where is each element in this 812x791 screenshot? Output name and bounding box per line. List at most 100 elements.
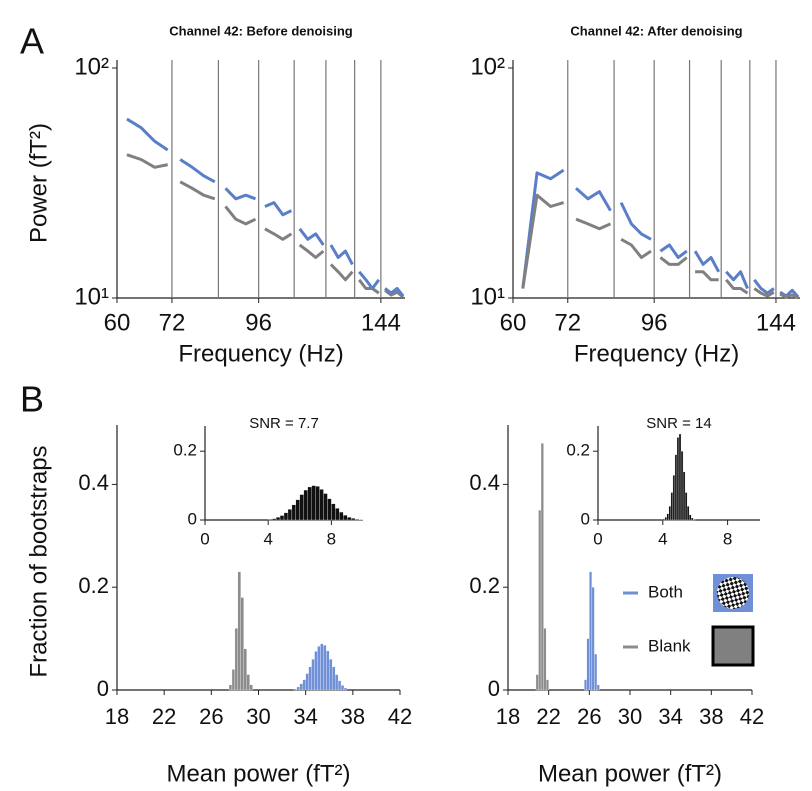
histogram-bar xyxy=(326,650,330,691)
histogram-bar xyxy=(331,503,336,521)
histogram-bar xyxy=(662,518,665,521)
histogram-bar xyxy=(295,499,300,521)
x-tick-label: 0 xyxy=(200,529,209,548)
icon-checker xyxy=(717,577,749,609)
histogram-bar xyxy=(320,643,324,691)
y-tick-label: 0.2 xyxy=(173,441,197,460)
histogram-bar xyxy=(293,688,297,691)
histogram-bar xyxy=(243,648,247,691)
y-tick-label: 0 xyxy=(97,676,109,701)
histogram-bar xyxy=(591,587,595,691)
histogram-bar xyxy=(678,433,682,521)
histogram-bar xyxy=(249,684,253,691)
x-axis-label: Mean power (fT²) xyxy=(166,760,350,787)
histogram-bar xyxy=(240,597,244,691)
histogram-bar xyxy=(545,679,549,691)
histogram-bar xyxy=(287,509,293,521)
y-tick-label: 0.2 xyxy=(78,573,109,598)
histogram-bar xyxy=(271,518,277,521)
x-tick-label: 8 xyxy=(327,529,336,548)
y-tick-label: 10² xyxy=(470,53,505,80)
histogram-bar xyxy=(246,674,250,691)
histogram-bar xyxy=(315,486,320,521)
histogram-bar xyxy=(680,451,684,521)
histogram-bar xyxy=(228,684,233,691)
histogram-bar xyxy=(688,514,692,521)
histogram-bar xyxy=(347,517,352,521)
x-tick-label: 22 xyxy=(152,704,176,729)
histogram-bar xyxy=(291,504,296,521)
histogram-bar xyxy=(589,571,593,691)
y-tick-label: 0 xyxy=(488,676,500,701)
histogram-bar xyxy=(311,485,316,521)
histogram-bar xyxy=(327,498,332,521)
histogram-bar xyxy=(586,638,590,691)
x-tick-label: 26 xyxy=(577,704,601,729)
histogram-bar xyxy=(684,492,688,521)
histogram-bar xyxy=(311,659,315,691)
histogram-bar xyxy=(343,687,348,691)
histogram-bar xyxy=(299,494,304,521)
x-tick-label: 34 xyxy=(658,704,682,729)
histogram-bar xyxy=(234,628,239,691)
histogram-bar xyxy=(538,509,542,691)
histogram-bar xyxy=(584,679,587,691)
histogram-bar xyxy=(668,506,672,521)
histogram-bar xyxy=(540,443,544,691)
chart-title: Channel 42: Before denoising xyxy=(169,23,353,38)
y-tick-label: 0.2 xyxy=(566,441,590,460)
legend-label: Both xyxy=(648,582,683,601)
histogram-bar xyxy=(666,513,670,521)
series-line xyxy=(521,193,799,300)
x-axis-label: Frequency (Hz) xyxy=(178,340,343,367)
x-tick-label: 96 xyxy=(245,309,272,336)
histogram-bar xyxy=(350,518,356,521)
legend-icon-both xyxy=(713,574,753,612)
histogram-bar xyxy=(676,437,680,521)
histogram-bar xyxy=(307,486,312,521)
x-tick-label: 42 xyxy=(388,704,412,729)
histogram-bar xyxy=(340,685,345,691)
histogram-bar xyxy=(308,666,312,691)
histogram-bar xyxy=(323,493,328,521)
histogram-bar xyxy=(339,511,344,521)
histogram-bar xyxy=(543,628,547,691)
histogram-bar xyxy=(268,519,273,521)
x-tick-label: 60 xyxy=(104,309,131,336)
histogram-bar xyxy=(283,512,289,521)
histogram-bar xyxy=(237,571,241,691)
legend-icon-blank xyxy=(711,625,755,667)
y-tick-label: 10² xyxy=(74,53,109,80)
y-axis-label: Fraction of bootstraps xyxy=(25,445,52,677)
x-tick-label: 22 xyxy=(536,704,560,729)
histogram-bar xyxy=(231,669,236,691)
x-tick-label: 34 xyxy=(293,704,317,729)
chart-title: Channel 42: After denoising xyxy=(570,23,742,38)
histogram-bar xyxy=(535,674,539,691)
histogram-bar xyxy=(594,653,598,691)
y-tick-label: 0.4 xyxy=(469,470,500,495)
x-tick-label: 72 xyxy=(554,309,581,336)
x-tick-label: 18 xyxy=(105,704,129,729)
x-tick-label: 144 xyxy=(756,309,796,336)
x-axis-label: Mean power (fT²) xyxy=(538,760,722,787)
series-line xyxy=(126,117,405,297)
y-tick-label: 0 xyxy=(581,509,590,528)
x-axis-label: Frequency (Hz) xyxy=(574,340,739,367)
histogram-bar xyxy=(323,645,327,691)
histogram-bar xyxy=(299,683,303,691)
histogram-bar xyxy=(337,680,342,691)
histogram-bar xyxy=(335,508,340,521)
histogram-bar xyxy=(670,492,674,521)
histogram-bar xyxy=(317,646,321,691)
x-tick-label: 18 xyxy=(496,704,520,729)
histogram-bar xyxy=(305,673,309,691)
x-tick-label: 8 xyxy=(723,529,732,548)
y-axis-label: Power (fT²) xyxy=(25,123,52,243)
y-tick-label: 10¹ xyxy=(470,283,505,310)
panel-label: B xyxy=(20,379,44,420)
x-tick-label: 72 xyxy=(159,309,186,336)
histogram-bar xyxy=(343,515,348,521)
